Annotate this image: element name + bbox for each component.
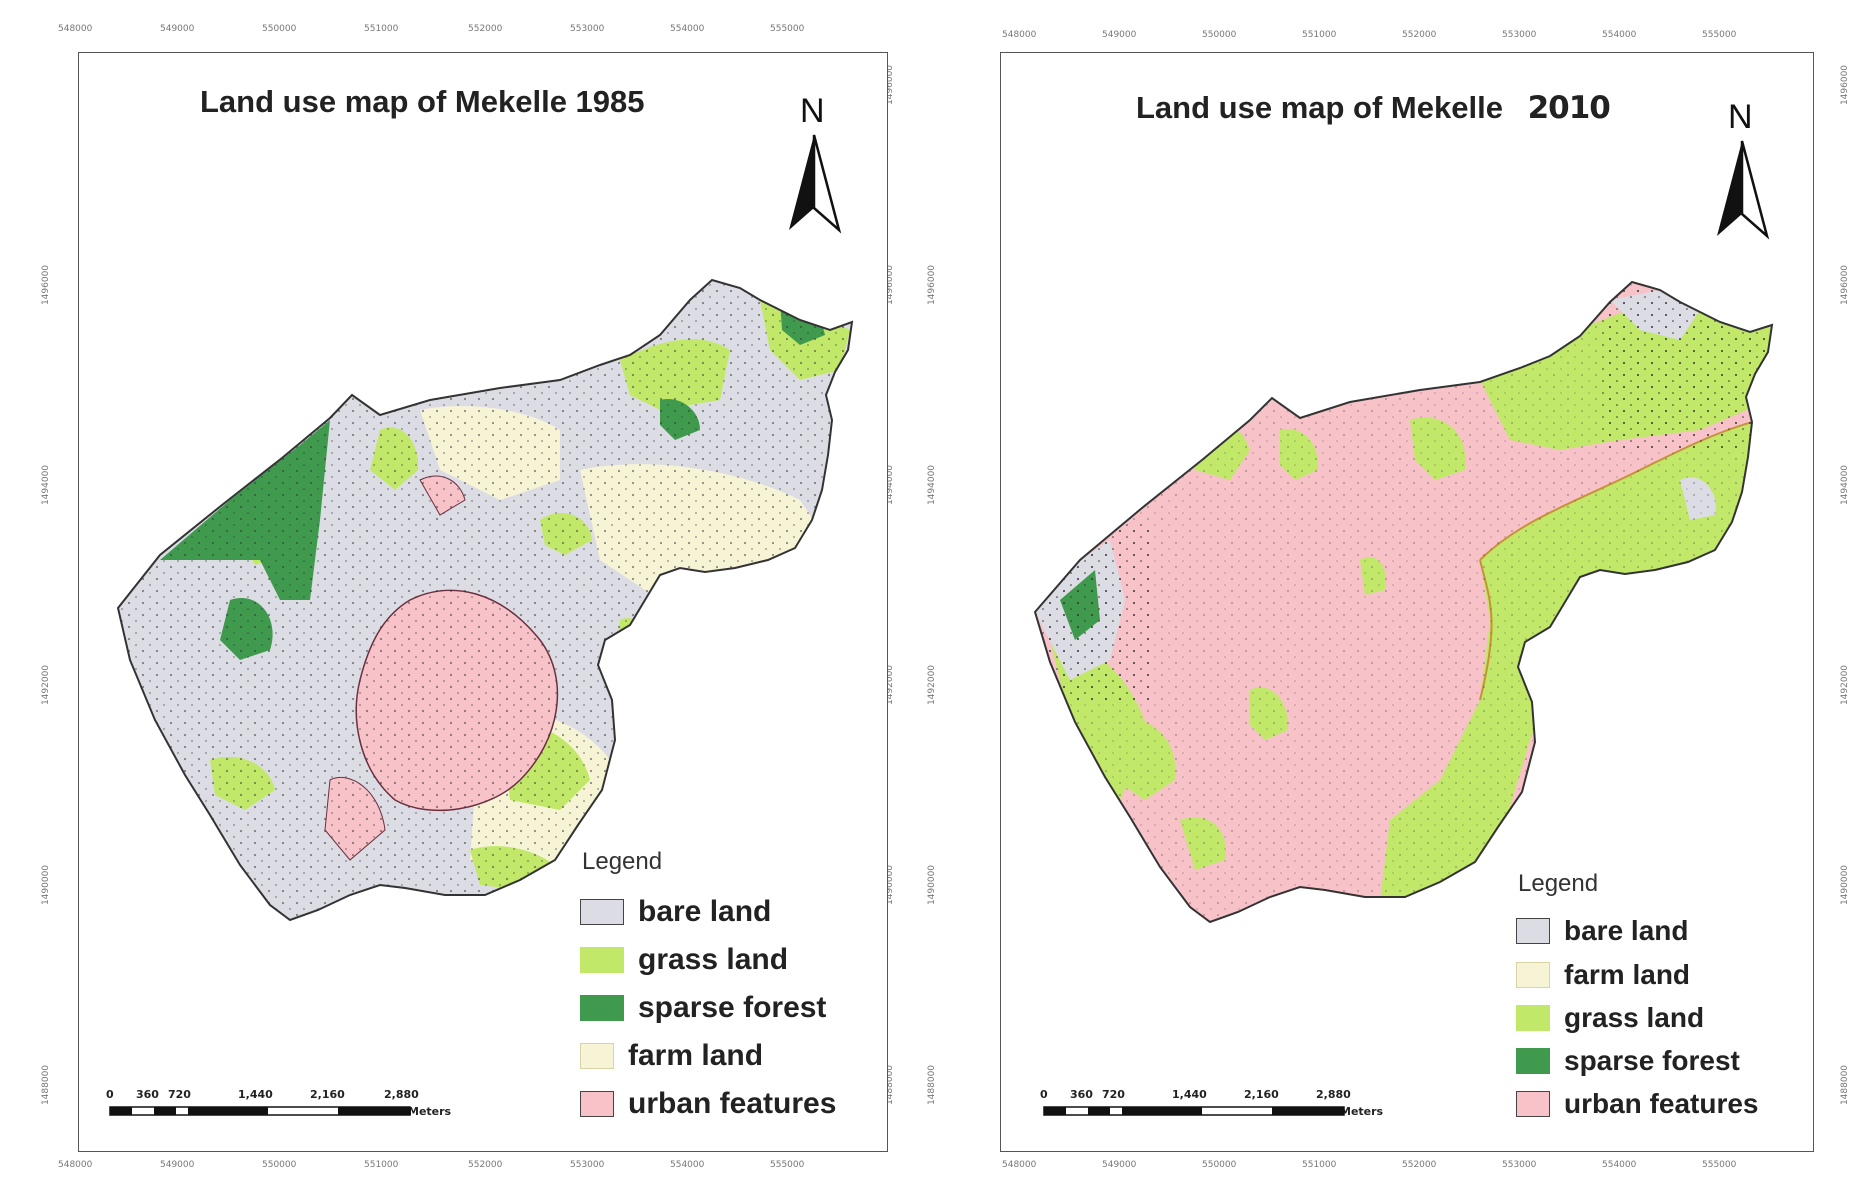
scale-tick: 720	[168, 1088, 191, 1101]
scale-bar	[109, 1106, 411, 1116]
scale-tick: 1,440	[1172, 1088, 1207, 1101]
legend-label: farm land	[1564, 959, 1691, 990]
legend-label: urban features	[1564, 1088, 1759, 1119]
scale-tick: 2,160	[1244, 1088, 1279, 1101]
scale-tick: 0	[106, 1088, 114, 1101]
scale-tick: 0	[1040, 1088, 1048, 1101]
scale-unit: Meters	[1340, 1105, 1384, 1118]
x-tick-bottom: 549000	[160, 1160, 195, 1170]
scale-tick: 2,160	[310, 1088, 345, 1101]
legend-item: bare land	[1516, 915, 1688, 947]
x-tick-bottom: 552000	[1402, 1160, 1437, 1170]
x-tick-bottom: 555000	[770, 1160, 805, 1170]
scale-tick: 360	[1070, 1088, 1093, 1101]
legend-item: sparse forest	[1516, 1045, 1740, 1077]
scale-tick: 2,880	[1316, 1088, 1351, 1101]
legend-item: grass land	[580, 943, 788, 977]
legend-swatch	[1516, 918, 1550, 944]
x-tick-top: 548000	[1002, 30, 1037, 40]
north-arrow-icon	[789, 134, 842, 234]
x-tick-top: 551000	[364, 24, 399, 34]
legend-item: urban features	[1516, 1088, 1759, 1120]
legend-title: Legend	[1518, 870, 1599, 897]
x-tick-top: 554000	[1602, 30, 1637, 40]
x-tick-bottom: 548000	[1002, 1160, 1037, 1170]
x-tick-top: 555000	[770, 24, 805, 34]
x-tick-top: 550000	[1202, 30, 1237, 40]
x-tick-bottom: 554000	[1602, 1160, 1637, 1170]
x-tick-bottom: 555000	[1702, 1160, 1737, 1170]
legend-swatch	[580, 1043, 614, 1069]
legend-label: sparse forest	[1564, 1045, 1740, 1076]
x-tick-top: 555000	[1702, 30, 1737, 40]
scale-tick: 360	[136, 1088, 159, 1101]
x-tick-top: 553000	[1502, 30, 1537, 40]
x-tick-bottom: 550000	[1202, 1160, 1237, 1170]
north-label: N	[1728, 98, 1753, 136]
land-use-map-2010	[1034, 281, 1773, 923]
map-title-year: 2010	[1527, 90, 1611, 126]
legend-swatch	[580, 995, 624, 1021]
map-title-text: Land use map of Mekelle	[1136, 90, 1503, 125]
x-tick-bottom: 553000	[570, 1160, 605, 1170]
legend-swatch	[580, 1091, 614, 1117]
legend-label: farm land	[628, 1039, 764, 1072]
legend-item: urban features	[580, 1087, 836, 1121]
land-use-map-1985	[117, 279, 853, 921]
x-tick-top: 551000	[1302, 30, 1337, 40]
x-tick-top: 548000	[58, 24, 93, 34]
x-tick-top: 550000	[262, 24, 297, 34]
x-tick-top: 552000	[468, 24, 503, 34]
north-arrow-icon	[1717, 140, 1770, 240]
legend-swatch	[1516, 962, 1550, 988]
map-panel-2010: 548000 549000 550000 551000 552000 55300…	[920, 0, 1875, 1182]
x-tick-bottom: 551000	[364, 1160, 399, 1170]
legend-swatch	[580, 947, 624, 973]
x-tick-bottom: 554000	[670, 1160, 705, 1170]
scale-unit: Meters	[408, 1105, 452, 1118]
legend-item: farm land	[580, 1039, 763, 1073]
x-tick-top: 554000	[670, 24, 705, 34]
x-tick-bottom: 549000	[1102, 1160, 1137, 1170]
map-title-text: Land use map of Mekelle 1985	[200, 84, 645, 119]
north-label: N	[800, 92, 825, 130]
legend-label: grass land	[638, 943, 789, 976]
x-tick-bottom: 550000	[262, 1160, 297, 1170]
scale-bar	[1043, 1106, 1345, 1116]
legend-swatch	[1516, 1005, 1550, 1031]
x-tick-bottom: 553000	[1502, 1160, 1537, 1170]
x-tick-bottom: 552000	[468, 1160, 503, 1170]
map-title: Land use map of Mekelle 2010	[1136, 90, 1611, 126]
x-tick-top: 549000	[160, 24, 195, 34]
legend-item: farm land	[1516, 959, 1690, 991]
legend-item: sparse forest	[580, 991, 826, 1025]
x-tick-bottom: 548000	[58, 1160, 93, 1170]
x-tick-top: 549000	[1102, 30, 1137, 40]
legend-label: sparse forest	[638, 991, 827, 1024]
legend-label: bare land	[1564, 915, 1689, 946]
map-title: Land use map of Mekelle 1985	[200, 84, 645, 120]
scale-tick: 2,880	[384, 1088, 419, 1101]
legend-swatch	[580, 899, 624, 925]
legend-item: grass land	[1516, 1002, 1704, 1034]
x-tick-bottom: 551000	[1302, 1160, 1337, 1170]
legend-title: Legend	[582, 848, 663, 875]
legend-label: urban features	[628, 1087, 837, 1120]
map-panel-1985: 548000 549000 550000 551000 552000 55300…	[0, 0, 920, 1182]
legend-label: bare land	[638, 895, 772, 928]
legend-swatch	[1516, 1048, 1550, 1074]
legend-item: bare land	[580, 895, 771, 929]
x-tick-top: 553000	[570, 24, 605, 34]
scale-tick: 1,440	[238, 1088, 273, 1101]
scale-tick: 720	[1102, 1088, 1125, 1101]
legend-label: grass land	[1564, 1002, 1705, 1033]
x-tick-top: 552000	[1402, 30, 1437, 40]
legend-swatch	[1516, 1091, 1550, 1117]
